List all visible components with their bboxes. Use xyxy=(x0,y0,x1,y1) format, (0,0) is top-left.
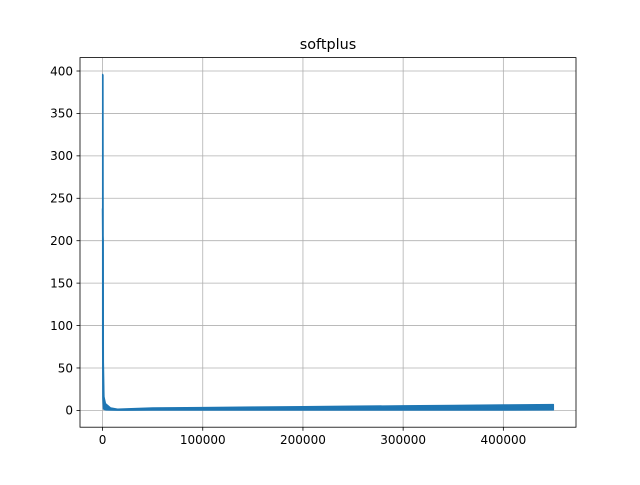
y-tick-label: 250 xyxy=(50,192,73,206)
x-tick-label: 300000 xyxy=(380,433,426,447)
x-tick-label: 200000 xyxy=(280,433,326,447)
grid-layer xyxy=(80,57,576,428)
y-tick-label: 300 xyxy=(50,149,73,163)
chart-title: softplus xyxy=(300,37,357,53)
x-tick-label: 400000 xyxy=(480,433,526,447)
data-layer xyxy=(101,73,555,411)
x-tick-label: 0 xyxy=(99,433,107,447)
y-tick-label: 150 xyxy=(50,276,73,290)
plot-frame xyxy=(79,57,577,428)
y-axis: 0 50 100 150 200 250 300 350 400 xyxy=(50,64,80,418)
y-tick-label: 350 xyxy=(50,107,73,121)
y-tick-label: 400 xyxy=(50,64,73,78)
y-tick-label: 100 xyxy=(50,319,73,333)
y-tick-label: 50 xyxy=(58,361,73,375)
series-band-0 xyxy=(101,73,555,411)
x-tick-label: 100000 xyxy=(180,433,226,447)
x-axis: 0 100000 200000 300000 400000 xyxy=(99,427,526,447)
series-line-0 xyxy=(101,208,554,411)
y-tick-label: 0 xyxy=(65,404,73,418)
y-tick-label: 200 xyxy=(50,234,73,248)
